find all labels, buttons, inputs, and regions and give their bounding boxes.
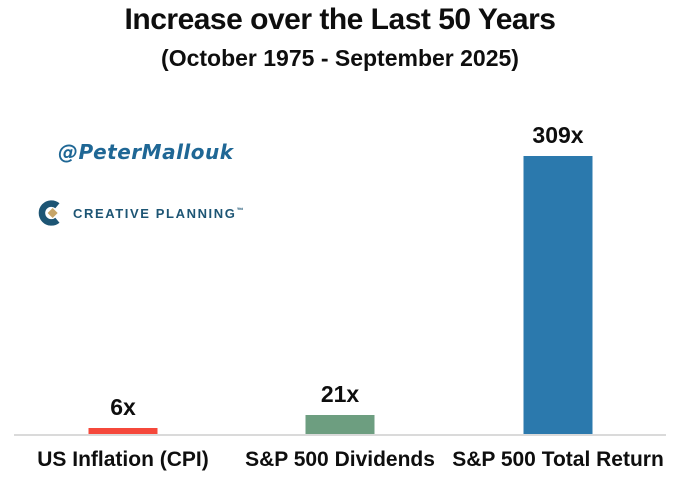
bar-column-sp500-dividends: 21x <box>305 381 375 434</box>
category-label-us-inflation: US Inflation (CPI) <box>37 448 209 471</box>
brand-name: CREATIVE PLANNING™ <box>73 205 244 221</box>
chart-subtitle: (October 1975 - September 2025) <box>161 45 519 71</box>
bar-column-sp500-total-return: 309x <box>523 122 593 434</box>
category-label-sp500-total-return: S&P 500 Total Return <box>452 448 664 471</box>
x-axis-line <box>14 434 666 436</box>
bar-value-label: 309x <box>532 122 584 148</box>
creative-planning-logo: CREATIVE PLANNING™ <box>38 199 243 227</box>
bar-value-label: 21x <box>320 381 360 408</box>
creative-planning-logo-icon <box>38 200 60 226</box>
category-label-sp500-dividends: S&P 500 Dividends <box>245 448 435 471</box>
twitter-handle: @PeterMallouk <box>58 140 234 164</box>
bar-column-us-inflation: 6x <box>88 393 158 434</box>
bar-sp500-dividends <box>305 415 375 434</box>
chart-title: Increase over the Last 50 Years <box>124 3 556 36</box>
bar-sp500-total-return <box>523 156 593 434</box>
bar-value-label: 6x <box>110 393 136 420</box>
trademark-symbol: ™ <box>236 207 244 215</box>
bar-us-inflation <box>88 427 158 434</box>
